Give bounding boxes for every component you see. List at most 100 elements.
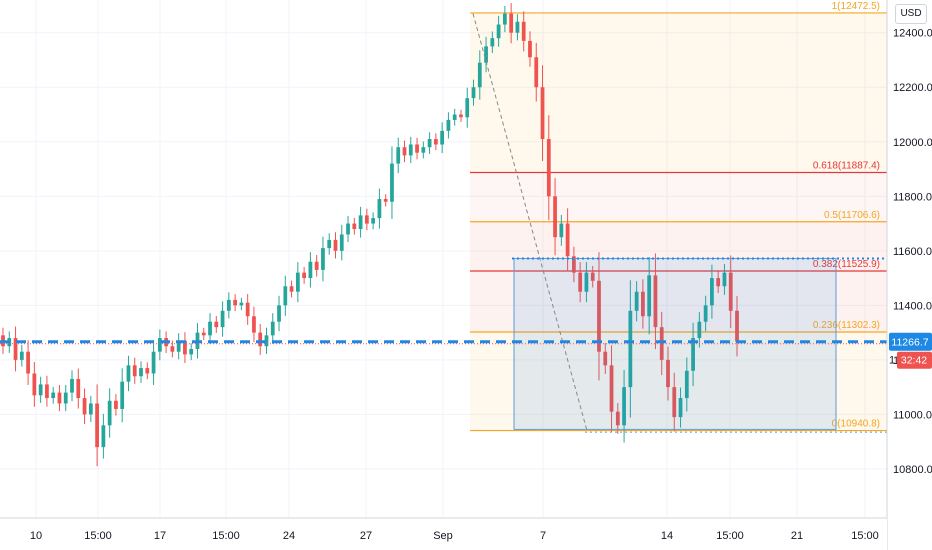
candle-body xyxy=(484,46,488,63)
y-tick-label: 11800.0 xyxy=(893,191,932,203)
candle-body xyxy=(57,392,62,404)
candle-body xyxy=(239,302,244,306)
candles-group xyxy=(1,3,739,467)
candle-body xyxy=(722,272,727,287)
candle-body xyxy=(226,299,231,311)
candle-body xyxy=(327,239,332,249)
y-tick-label: 12000.0 xyxy=(893,137,932,149)
y-axis-background xyxy=(887,0,932,550)
candle-body xyxy=(415,144,419,153)
candle-body xyxy=(346,223,350,235)
candle-body xyxy=(252,316,256,333)
candle-body xyxy=(421,147,426,153)
candle-body xyxy=(647,275,652,317)
candle-body xyxy=(289,286,294,292)
fib-zone xyxy=(470,331,887,431)
x-tick-label: 27 xyxy=(360,530,372,542)
candle-body xyxy=(615,411,620,426)
candle-body xyxy=(716,278,721,287)
candle-body xyxy=(471,87,476,99)
x-tick-label: 17 xyxy=(154,530,166,542)
candle-body xyxy=(565,223,570,257)
candle-body xyxy=(383,199,388,202)
fib-zone xyxy=(470,271,887,332)
candle-body xyxy=(333,239,338,251)
countdown-badge-bg xyxy=(897,351,932,369)
candle-body xyxy=(277,305,281,322)
candle-body xyxy=(107,400,112,426)
candle-body xyxy=(735,310,739,342)
candle-body xyxy=(653,275,658,328)
candle-body xyxy=(302,272,307,279)
candle-body xyxy=(728,272,733,311)
candle-body xyxy=(70,378,74,393)
candle-body xyxy=(634,291,639,311)
candle-body xyxy=(572,256,576,273)
y-tick-label: 12200.0 xyxy=(893,82,932,94)
candle-body xyxy=(678,398,683,418)
candle-body xyxy=(245,302,250,317)
candle-body xyxy=(452,114,457,120)
candle-body xyxy=(710,278,714,306)
candle-body xyxy=(95,403,99,448)
candle-body xyxy=(597,280,601,352)
y-axis[interactable]: 10800.011000.011200.011400.011600.011800… xyxy=(886,0,932,550)
candle-body xyxy=(659,327,664,360)
candle-body xyxy=(220,310,225,328)
candle-body xyxy=(151,351,156,374)
x-tick-label: 15:00 xyxy=(84,530,112,542)
candle-body xyxy=(51,392,56,399)
candle-body xyxy=(63,392,68,404)
x-tick-label: 7 xyxy=(540,530,546,542)
candle-body xyxy=(666,359,670,388)
candle-body xyxy=(427,139,432,148)
candle-body xyxy=(559,223,564,238)
candle-body xyxy=(314,261,319,270)
candle-body xyxy=(364,215,369,224)
candle-body xyxy=(19,351,24,360)
candle-body xyxy=(377,199,382,219)
candle-body xyxy=(578,272,583,292)
candle-body xyxy=(26,351,30,374)
x-axis[interactable]: 10 15:00 17 15:00 24 27 Sep 7 14 15:00 21 15:00 xyxy=(0,517,887,550)
last-price-badge: 11266.7 xyxy=(891,337,928,349)
candle-body xyxy=(132,365,137,377)
candle-body xyxy=(321,248,325,270)
candle-body xyxy=(553,196,557,238)
candle-body xyxy=(622,387,626,426)
y-tick-label: 11400.0 xyxy=(893,300,932,312)
fib-level-label: 0.382(11525.9) xyxy=(813,259,880,270)
candle-body xyxy=(157,338,162,352)
candle-body xyxy=(590,272,595,281)
candle-body xyxy=(214,321,219,328)
candle-body xyxy=(283,286,288,306)
candle-body xyxy=(358,215,363,230)
candle-body xyxy=(691,338,695,371)
x-tick-label: Sep xyxy=(433,530,453,542)
overlays-group xyxy=(0,13,887,433)
candle-body xyxy=(477,62,482,88)
candle-body xyxy=(295,272,300,292)
candle-body xyxy=(13,338,18,360)
candle-body xyxy=(120,381,125,409)
x-tick-label: 10 xyxy=(30,530,42,542)
candle-body xyxy=(201,332,206,336)
candle-body xyxy=(396,147,401,164)
partial-tick-label: 1 xyxy=(889,355,895,367)
candle-body xyxy=(258,332,263,347)
candle-body xyxy=(502,13,507,25)
fib-level-label: 0(10940.8) xyxy=(832,419,880,430)
currency-button[interactable]: USD xyxy=(895,4,927,24)
candle-body xyxy=(509,13,514,33)
candle-body xyxy=(76,378,81,399)
candle-body xyxy=(584,272,589,292)
candle-body xyxy=(703,305,708,322)
price-badges: 11266.7 32:42 1 xyxy=(889,332,932,369)
candle-body xyxy=(176,340,181,352)
candle-body xyxy=(628,310,633,388)
candle-body xyxy=(459,114,463,118)
candle-body xyxy=(440,130,445,145)
candle-body xyxy=(408,144,413,156)
